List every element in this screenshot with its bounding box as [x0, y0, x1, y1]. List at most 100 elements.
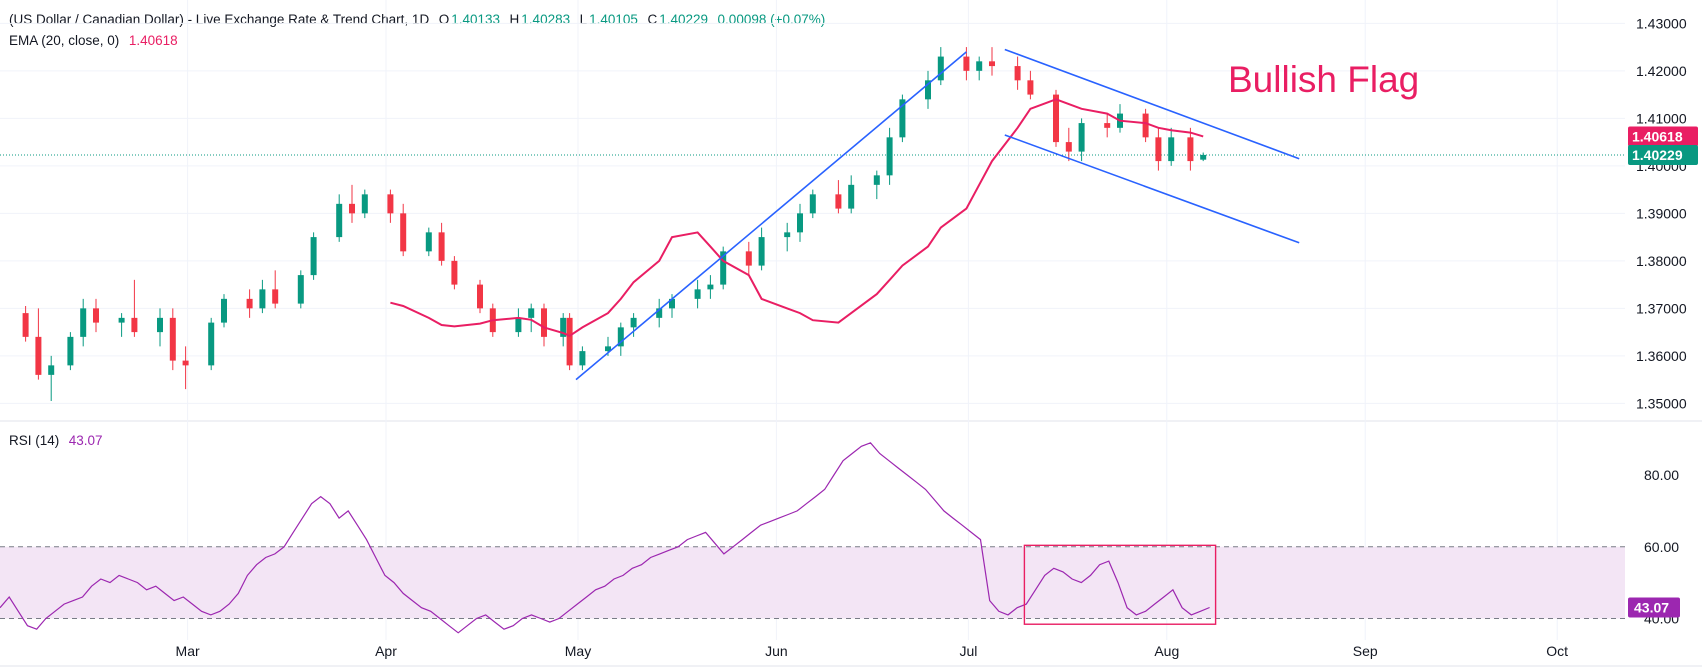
price-tick-label: 1.36000	[1636, 348, 1687, 364]
last-price-tag-bg	[1628, 144, 1698, 165]
high-label: H	[509, 12, 520, 27]
candle-body	[809, 194, 816, 214]
rsi-layer	[0, 442, 1217, 634]
rsi-zone	[0, 546, 1625, 619]
candle-body	[560, 317, 567, 337]
candle-body	[221, 298, 227, 323]
candle-body	[387, 194, 394, 214]
price-tick-label: 1.37000	[1636, 300, 1687, 316]
trendline	[1004, 48, 1300, 160]
candle-body	[515, 317, 522, 333]
rsi-line	[0, 442, 1210, 634]
rsi-legend: RSI (14) 43.07	[9, 433, 105, 448]
candle-body	[579, 351, 586, 366]
ema-label: EMA (20, close, 0)	[9, 33, 120, 48]
candle-body	[67, 336, 74, 366]
candle-body	[361, 194, 368, 214]
time-tick-label: Sep	[1353, 643, 1378, 659]
time-tick-label: Apr	[375, 643, 397, 659]
rsi-tick-label: 80.00	[1644, 467, 1679, 483]
candle-body	[1187, 137, 1194, 162]
price-tick-label: 1.35000	[1636, 395, 1687, 411]
candles	[22, 47, 1207, 401]
candle-body	[157, 317, 163, 333]
rsi-highlight-box	[1023, 544, 1217, 625]
time-tick-label: Aug	[1154, 643, 1179, 659]
candle-body	[349, 203, 355, 214]
rsi-value-tag: 43.07	[1634, 599, 1669, 615]
candle-body	[131, 317, 138, 333]
price-tick-label: 1.38000	[1636, 253, 1687, 269]
bullish-flag-annotation: Bullish Flag	[1228, 59, 1419, 100]
candle-body	[336, 203, 343, 238]
candle-body	[976, 61, 983, 71]
candle-body	[310, 237, 317, 276]
last-price-tag: 1.40229	[1632, 147, 1683, 163]
candle-body	[758, 237, 765, 266]
candle-body	[246, 298, 253, 309]
ema-layer	[390, 98, 1204, 338]
candle-body	[566, 317, 573, 366]
candle-body	[886, 137, 893, 176]
candle-body	[400, 213, 407, 252]
open-label: O	[438, 12, 450, 27]
candle-body	[477, 284, 483, 309]
close-label: C	[647, 12, 658, 27]
candle-body	[1027, 80, 1034, 95]
candle-body	[1053, 94, 1059, 143]
ema-legend: EMA (20, close, 0) 1.40618	[9, 33, 180, 48]
candle-body	[35, 336, 42, 375]
axes: 1.430001.420001.410001.400001.390001.380…	[176, 15, 1698, 659]
candle-body	[630, 317, 637, 328]
candle-body	[259, 289, 266, 309]
candle-body	[848, 184, 855, 209]
trendline	[1004, 134, 1300, 244]
low-label: L	[579, 12, 588, 27]
trendlines	[575, 48, 1300, 381]
candle-body	[22, 313, 29, 337]
time-tick-label: Mar	[176, 643, 200, 659]
candle-body	[182, 360, 189, 366]
price-tick-label: 1.42000	[1636, 63, 1687, 79]
candle-body	[669, 298, 675, 309]
rsi-tick-label: 60.00	[1644, 539, 1679, 555]
candle-body	[272, 289, 279, 304]
ema-line	[390, 98, 1204, 338]
candle-body	[208, 322, 215, 366]
rsi-label: RSI (14)	[9, 433, 60, 448]
rsi-value: 43.07	[68, 433, 103, 448]
candle-body	[297, 275, 304, 304]
ema-price-tag: 1.40618	[1632, 128, 1683, 144]
candle-body	[656, 308, 663, 318]
time-tick-label: Oct	[1546, 643, 1568, 659]
time-tick-label: Jun	[765, 643, 788, 659]
candle-body	[451, 260, 458, 285]
candle-body	[784, 232, 791, 238]
time-tick-label: Jul	[959, 643, 977, 659]
candle-body	[541, 308, 547, 337]
candle-body	[797, 213, 803, 233]
candle-body	[1065, 142, 1072, 152]
price-tick-label: 1.43000	[1636, 15, 1687, 31]
candle-body	[1078, 123, 1085, 152]
candle-body	[1200, 154, 1207, 160]
candle-body	[1142, 113, 1149, 138]
rsi-band	[0, 546, 1625, 619]
candle-body	[617, 327, 624, 347]
candle-body	[899, 99, 906, 138]
rsi-value-tag-bg	[1628, 597, 1680, 618]
ema-value: 1.40618	[128, 33, 178, 48]
candle-body	[720, 251, 727, 285]
candle-body	[425, 232, 432, 252]
candle-body	[93, 308, 99, 323]
candle-body	[169, 317, 176, 361]
candle-body	[80, 308, 87, 337]
candle-body	[528, 308, 535, 318]
candle-body	[707, 284, 714, 290]
ema-price-tag-bg	[1628, 126, 1698, 147]
candle-body	[745, 251, 752, 266]
candle-body	[438, 232, 445, 261]
candle-body	[694, 289, 701, 299]
price-tick-label: 1.41000	[1636, 110, 1687, 126]
